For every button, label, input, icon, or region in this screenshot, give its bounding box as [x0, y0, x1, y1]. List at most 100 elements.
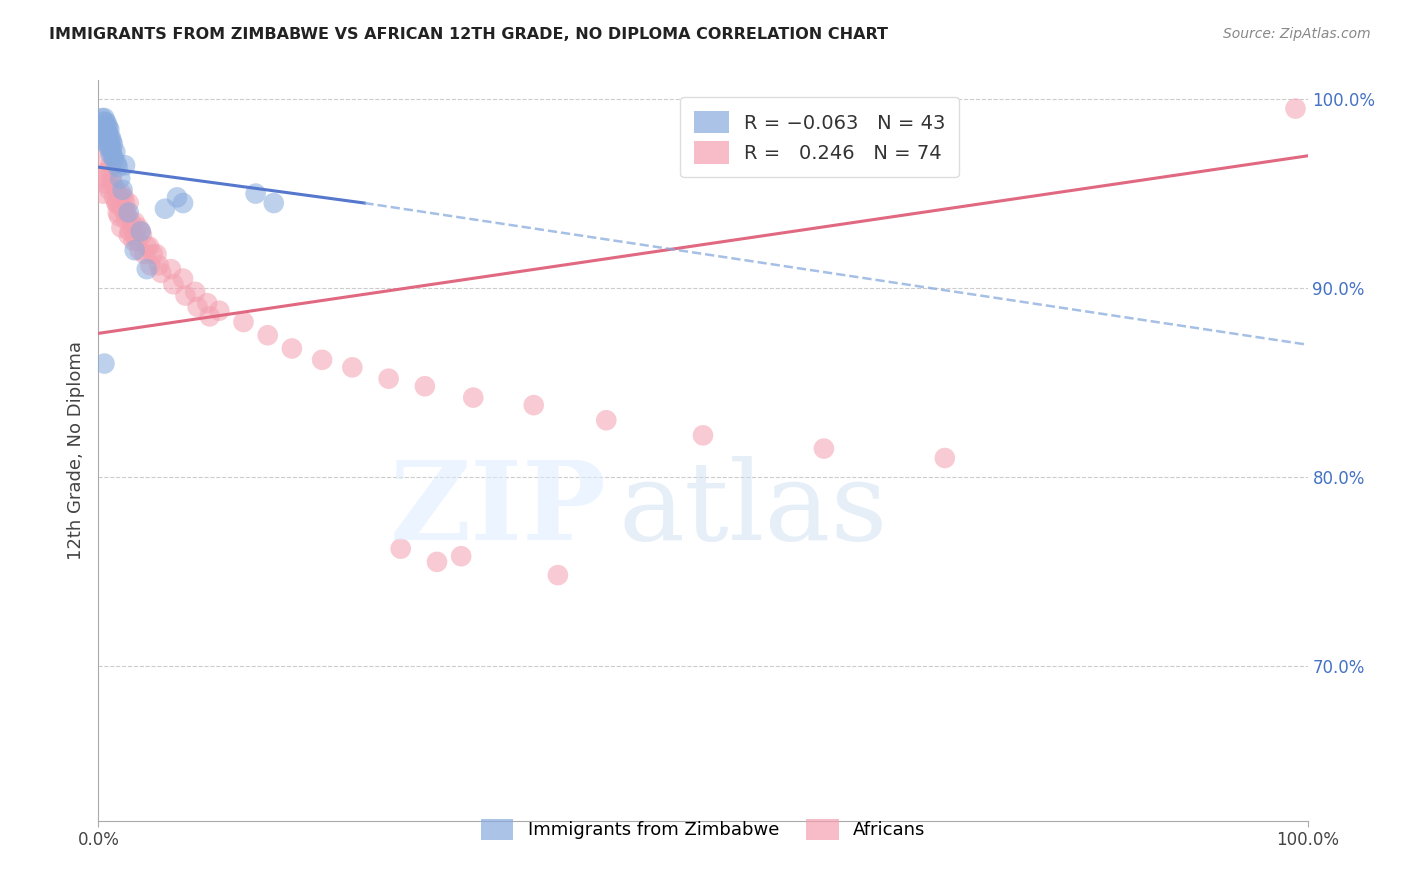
Point [162, 277, 184, 292]
Point [100, 143, 122, 157]
Point [142, 247, 165, 261]
Point [96, 134, 118, 148]
Point [93, 153, 115, 167]
Y-axis label: 12th Grade, No Diploma: 12th Grade, No Diploma [66, 341, 84, 560]
Point [105, 196, 128, 211]
Point [93, 357, 115, 371]
Point [93, 120, 115, 135]
Point [281, 342, 304, 356]
Point [98, 183, 121, 197]
Point [96, 117, 118, 131]
Point [342, 360, 364, 375]
Point [118, 224, 141, 238]
Point [103, 153, 125, 167]
Text: Source: ZipAtlas.com: Source: ZipAtlas.com [1223, 27, 1371, 41]
Point [100, 158, 122, 172]
Point [97, 137, 120, 152]
Point [134, 247, 156, 261]
Point [112, 190, 135, 204]
Point [195, 296, 218, 310]
Point [263, 196, 285, 211]
Point [101, 177, 124, 191]
Point [108, 209, 131, 223]
Point [127, 220, 149, 235]
Point [128, 244, 150, 258]
Point [96, 177, 118, 191]
Point [150, 266, 173, 280]
Text: atlas: atlas [619, 456, 889, 563]
Point [389, 541, 412, 556]
Point [94, 130, 117, 145]
Text: ZIP: ZIP [389, 456, 606, 563]
Point [100, 134, 122, 148]
Point [187, 300, 209, 314]
Point [105, 196, 128, 211]
Point [160, 262, 183, 277]
Point [198, 310, 221, 324]
Point [93, 111, 115, 125]
Point [98, 122, 121, 136]
Point [108, 196, 131, 211]
Point [129, 224, 152, 238]
Point [184, 285, 207, 299]
Point [105, 156, 128, 170]
Point [111, 183, 134, 197]
Point [232, 315, 254, 329]
Point [124, 215, 146, 229]
Point [110, 220, 132, 235]
Point [311, 352, 333, 367]
Point [377, 372, 399, 386]
Point [174, 288, 197, 302]
Point [595, 413, 617, 427]
Point [108, 171, 131, 186]
Point [463, 391, 485, 405]
Point [426, 555, 449, 569]
Point [547, 568, 569, 582]
Point [108, 190, 131, 204]
Point [110, 186, 132, 201]
Point [413, 379, 436, 393]
Point [934, 450, 956, 465]
Point [104, 145, 127, 159]
Point [172, 271, 194, 285]
Point [107, 160, 129, 174]
Point [135, 262, 157, 277]
Point [91, 168, 114, 182]
Point [450, 549, 472, 564]
Legend: Immigrants from Zimbabwe, Africans: Immigrants from Zimbabwe, Africans [468, 806, 938, 853]
Point [100, 147, 122, 161]
Point [208, 303, 231, 318]
Point [97, 120, 120, 135]
Point [111, 202, 134, 216]
Point [97, 164, 120, 178]
Point [101, 149, 124, 163]
Point [138, 239, 160, 253]
Point [118, 228, 141, 243]
Point [114, 158, 136, 172]
Point [94, 115, 117, 129]
Point [100, 137, 122, 152]
Point [129, 224, 152, 238]
Point [107, 205, 129, 219]
Point [91, 111, 114, 125]
Point [91, 115, 114, 129]
Point [172, 196, 194, 211]
Point [91, 120, 114, 135]
Point [94, 171, 117, 186]
Point [523, 398, 546, 412]
Point [98, 141, 121, 155]
Point [114, 196, 136, 211]
Point [256, 328, 278, 343]
Point [118, 196, 141, 211]
Point [118, 205, 141, 219]
Point [245, 186, 267, 201]
Point [115, 205, 138, 219]
Point [692, 428, 714, 442]
Point [148, 258, 170, 272]
Point [153, 202, 176, 216]
Point [139, 258, 162, 272]
Point [1284, 102, 1306, 116]
Point [100, 171, 122, 186]
Point [94, 122, 117, 136]
Point [97, 128, 120, 142]
